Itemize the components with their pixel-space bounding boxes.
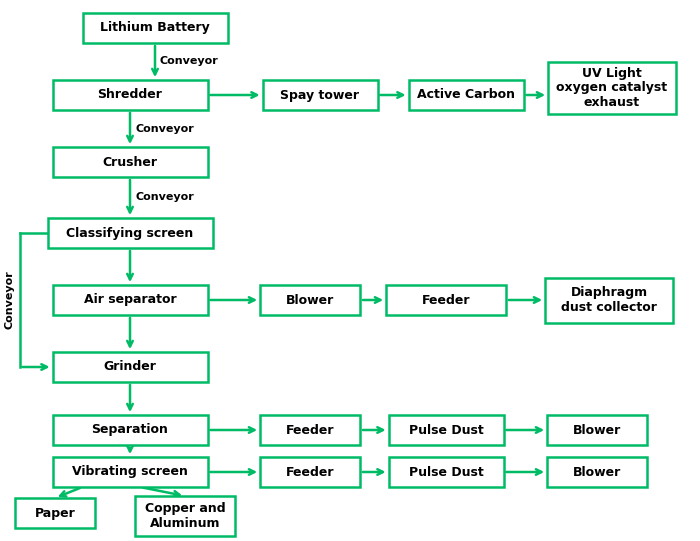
FancyBboxPatch shape — [389, 415, 503, 445]
Text: Conveyor: Conveyor — [135, 193, 194, 202]
Text: Blower: Blower — [286, 294, 334, 307]
Text: Separation: Separation — [92, 424, 169, 437]
Text: Blower: Blower — [573, 424, 621, 437]
FancyBboxPatch shape — [52, 147, 207, 177]
Text: Diaphragm
dust collector: Diaphragm dust collector — [561, 286, 657, 314]
FancyBboxPatch shape — [83, 13, 228, 43]
FancyBboxPatch shape — [547, 415, 647, 445]
FancyBboxPatch shape — [15, 498, 95, 528]
FancyBboxPatch shape — [262, 80, 377, 110]
Text: Conveyor: Conveyor — [4, 270, 15, 329]
FancyBboxPatch shape — [386, 285, 506, 315]
Text: UV Light
oxygen catalyst
exhaust: UV Light oxygen catalyst exhaust — [556, 67, 668, 109]
Text: Air separator: Air separator — [84, 294, 176, 307]
Text: Paper: Paper — [34, 506, 76, 519]
Text: Classifying screen: Classifying screen — [66, 227, 194, 240]
FancyBboxPatch shape — [52, 415, 207, 445]
FancyBboxPatch shape — [135, 496, 235, 536]
Text: Blower: Blower — [573, 465, 621, 478]
FancyBboxPatch shape — [547, 457, 647, 487]
FancyBboxPatch shape — [52, 457, 207, 487]
FancyBboxPatch shape — [52, 80, 207, 110]
Text: Feeder: Feeder — [286, 424, 335, 437]
Text: Lithium Battery: Lithium Battery — [100, 22, 210, 35]
Text: Pulse Dust: Pulse Dust — [409, 465, 484, 478]
FancyBboxPatch shape — [260, 457, 360, 487]
FancyBboxPatch shape — [52, 285, 207, 315]
FancyBboxPatch shape — [52, 352, 207, 382]
FancyBboxPatch shape — [545, 278, 673, 322]
Text: Shredder: Shredder — [97, 89, 162, 102]
Text: Vibrating screen: Vibrating screen — [72, 465, 188, 478]
Text: Copper and
Aluminum: Copper and Aluminum — [145, 502, 225, 530]
FancyBboxPatch shape — [548, 62, 676, 114]
FancyBboxPatch shape — [48, 218, 213, 248]
Text: Pulse Dust: Pulse Dust — [409, 424, 484, 437]
Text: Crusher: Crusher — [102, 155, 158, 168]
Text: Feeder: Feeder — [421, 294, 470, 307]
Text: Feeder: Feeder — [286, 465, 335, 478]
FancyBboxPatch shape — [260, 285, 360, 315]
Text: Conveyor: Conveyor — [160, 56, 218, 67]
Text: Active Carbon: Active Carbon — [417, 89, 515, 102]
FancyBboxPatch shape — [409, 80, 524, 110]
FancyBboxPatch shape — [389, 457, 503, 487]
FancyBboxPatch shape — [260, 415, 360, 445]
Text: Grinder: Grinder — [104, 360, 156, 373]
Text: Spay tower: Spay tower — [281, 89, 360, 102]
Text: Conveyor: Conveyor — [135, 123, 194, 134]
